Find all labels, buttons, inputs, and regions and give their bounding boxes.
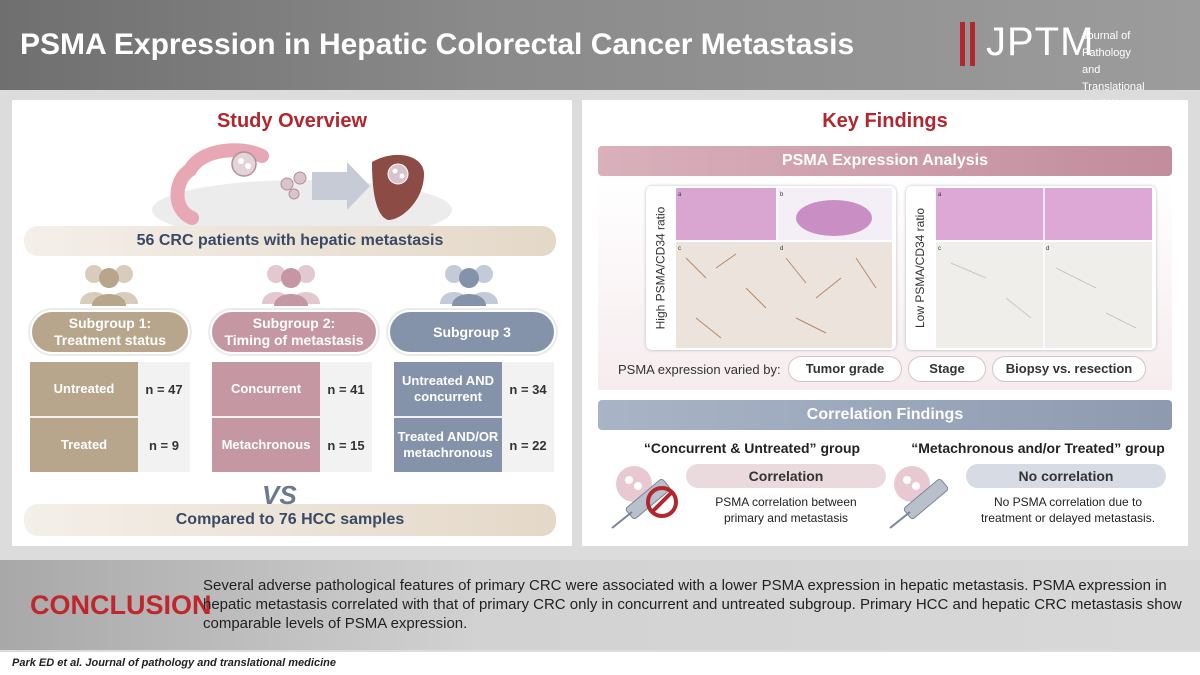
correlation-result-pill: Correlation: [686, 464, 886, 488]
subgroup-1-table: Untreated n = 47 Treated n = 9: [30, 362, 190, 472]
subgroup-3-row-1-label-line2: concurrent: [414, 389, 482, 404]
logo-subtitle-line1: Journal of Pathology and: [1082, 30, 1131, 76]
logo-bar-left: [960, 22, 965, 66]
low-ratio-micrograph-panel: Low PSMA/CD34 ratio a c d: [906, 186, 1156, 350]
subgroup-1-row-1-count: n = 47: [138, 362, 190, 416]
subgroup-2-row-2-label: Metachronous: [212, 418, 320, 472]
subgroup-2-row-2-count: n = 15: [320, 418, 372, 472]
subgroup-3-row-2-label-line1: Treated AND/OR: [397, 429, 499, 444]
subgroup-3-label: Subgroup 3: [433, 323, 511, 340]
svg-text:d: d: [780, 246, 783, 252]
people-icon-subgroup-2: [262, 265, 320, 306]
conclusion-section: CONCLUSION Several adverse pathological …: [0, 560, 1200, 650]
subgroup-3-row-2-label-line2: metachronous: [403, 445, 493, 460]
table-row: Metachronous n = 15: [212, 418, 372, 472]
conclusion-label: CONCLUSION: [30, 590, 212, 620]
subgroup-3-pill: Subgroup 3: [388, 310, 556, 354]
subgroup-2-label-line1: Subgroup 2:: [252, 315, 336, 331]
subgroup-3-table: Untreated AND concurrent n = 34 Treated …: [394, 362, 554, 472]
correlation-description-line2: primary and metastasis: [723, 511, 849, 525]
subgroup-1-row-1-label: Untreated: [30, 362, 138, 416]
high-ratio-micrograph-panel: High PSMA/CD34 ratio a b c d: [646, 186, 896, 350]
psma-analysis-area: High PSMA/CD34 ratio a b c d: [598, 176, 1172, 390]
people-icon-subgroup-1: [80, 265, 138, 306]
group-concurrent-untreated-title: “Concurrent & Untreated” group: [643, 440, 861, 456]
svg-text:c: c: [678, 246, 681, 252]
logo-wordmark: JPTM: [986, 20, 1095, 64]
versus-label: VS: [262, 480, 297, 510]
high-ratio-label: High PSMA/CD34 ratio: [653, 206, 667, 330]
low-ratio-micrograph-image: a c d: [936, 188, 1152, 348]
hcc-comparison-pill: Compared to 76 HCC samples: [24, 504, 556, 536]
people-icon-subgroup-3: [440, 265, 498, 306]
subgroup-1-label-line1: Subgroup 1:: [68, 315, 152, 331]
svg-text:d: d: [1046, 246, 1049, 252]
subgroup-2-table: Concurrent n = 41 Metachronous n = 15: [212, 362, 372, 472]
no-correlation-result-pill: No correlation: [966, 464, 1166, 488]
tag-tumor-grade: Tumor grade: [788, 356, 902, 382]
high-ratio-micrograph-image: a b c d: [676, 188, 892, 348]
citation-text: Park ED et al. Journal of pathology and …: [12, 657, 336, 669]
colon-liver-svg: [170, 143, 424, 225]
logo-bar-right: [970, 22, 975, 66]
subgroup-2-pill: Subgroup 2: Timing of metastasis: [210, 310, 378, 354]
subgroup-3-row-1-label-line1: Untreated AND: [402, 373, 494, 388]
correlation-description: PSMA correlation between primary and met…: [686, 494, 886, 526]
correlation-findings-bar: Correlation Findings: [598, 400, 1172, 430]
conclusion-text: Several adverse pathological features of…: [203, 577, 1182, 632]
table-row: Concurrent n = 41: [212, 362, 372, 416]
subgroup-1-row-2-label: Treated: [30, 418, 138, 472]
subgroup-2-row-1-label: Concurrent: [212, 362, 320, 416]
svg-text:a: a: [678, 192, 682, 198]
svg-text:a: a: [938, 192, 942, 198]
subgroup-3-row-1-count: n = 34: [502, 362, 554, 416]
table-row: Untreated n = 47: [30, 362, 190, 416]
subgroup-2-label-line2: Timing of metastasis: [224, 332, 364, 348]
footer: Park ED et al. Journal of pathology and …: [0, 652, 1200, 675]
header-banner: PSMA Expression in Hepatic Colorectal Ca…: [0, 0, 1200, 110]
tag-biopsy-vs-resection: Biopsy vs. resection: [992, 356, 1146, 382]
study-overview-title: Study Overview: [216, 110, 368, 132]
subgroup-1-row-2-count: n = 9: [138, 418, 190, 472]
table-row: Untreated AND concurrent n = 34: [394, 362, 554, 416]
subgroup-2-row-1-count: n = 41: [320, 362, 372, 416]
table-row: Treated n = 9: [30, 418, 190, 472]
tag-stage: Stage: [908, 356, 986, 382]
colon-icon: [170, 143, 269, 225]
high-ratio-side-label: High PSMA/CD34 ratio: [646, 186, 674, 350]
key-findings-panel: Key Findings PSMA Expression Analysis Hi…: [582, 100, 1188, 546]
subgroup-3-row-2-label: Treated AND/OR metachronous: [394, 418, 502, 472]
subgroup-1-pill: Subgroup 1: Treatment status: [30, 310, 190, 354]
subgroup-1-label-line2: Treatment status: [53, 332, 167, 348]
liver-icon: [372, 154, 424, 220]
subgroup-3-row-2-count: n = 22: [502, 418, 554, 472]
svg-text:c: c: [938, 246, 941, 252]
arrow-icon: [312, 162, 370, 210]
syringe-icon-correlation: [611, 466, 678, 529]
psma-analysis-bar: PSMA Expression Analysis: [598, 146, 1172, 176]
correlation-description-line1: PSMA correlation between: [715, 495, 857, 509]
svg-text:b: b: [780, 192, 784, 198]
metastasis-cells-icon: [280, 171, 307, 200]
syringe-icon-no-correlation: [889, 466, 949, 529]
group-metachronous-treated-title: “Metachronous and/or Treated” group: [911, 440, 1165, 456]
key-findings-title: Key Findings: [822, 110, 948, 132]
subgroup-3-row-1-label: Untreated AND concurrent: [394, 362, 502, 416]
study-overview-panel: Study Overview 56 CRC patient: [12, 100, 572, 546]
no-correlation-description-line2: treatment or delayed metastasis.: [980, 511, 1156, 525]
table-row: Treated AND/OR metachronous n = 22: [394, 418, 554, 472]
page-title: PSMA Expression in Hepatic Colorectal Ca…: [20, 28, 855, 61]
varied-by-label: PSMA expression varied by:: [618, 362, 781, 377]
low-ratio-side-label: Low PSMA/CD34 ratio: [906, 186, 934, 350]
no-correlation-description-line1: No PSMA correlation due to: [993, 495, 1143, 509]
no-correlation-description: No PSMA correlation due to treatment or …: [960, 494, 1176, 526]
patients-summary-pill: 56 CRC patients with hepatic metastasis: [24, 226, 556, 256]
low-ratio-label: Low PSMA/CD34 ratio: [913, 207, 928, 329]
colon-to-liver-illustration: [152, 140, 452, 240]
